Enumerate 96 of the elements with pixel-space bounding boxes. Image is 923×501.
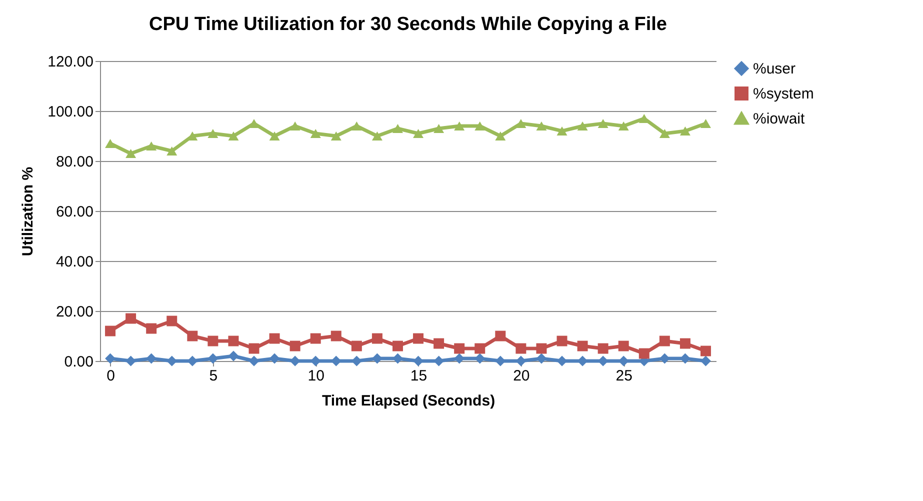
point: [330, 330, 342, 342]
point: [516, 343, 526, 354]
point: [474, 343, 486, 354]
point: [351, 340, 362, 352]
point: [700, 346, 711, 356]
y-tick-label: 100.00: [48, 104, 94, 120]
legend-label: %system: [753, 86, 814, 102]
point: [680, 338, 690, 349]
point: [228, 336, 239, 346]
x-tick-label: 20: [513, 368, 530, 384]
y-tick-label: 20.00: [56, 304, 94, 320]
point: [269, 353, 280, 364]
point: [536, 353, 547, 364]
point: [392, 124, 403, 134]
point: [166, 146, 178, 156]
point: [474, 121, 486, 131]
point: [105, 353, 116, 364]
point: [392, 340, 403, 352]
point: [495, 131, 506, 141]
point: [659, 336, 670, 346]
y-axis-title: Utilization %: [20, 166, 37, 256]
point: [577, 340, 588, 352]
point: [126, 356, 136, 366]
point: [290, 356, 300, 366]
chart-title: CPU Time Utilization for 30 Seconds While Copying a File: [148, 14, 668, 35]
y-tick-label: 0.00: [64, 354, 94, 370]
point: [146, 141, 157, 151]
point: [700, 356, 711, 366]
point: [598, 343, 608, 354]
point: [372, 353, 382, 364]
legend-label: %iowait: [753, 110, 806, 128]
y-tick-label: 60.00: [56, 204, 94, 220]
point: [598, 356, 608, 366]
point: [700, 118, 711, 128]
point: [577, 121, 588, 131]
point: [495, 330, 506, 342]
x-tick-label: 25: [616, 368, 632, 384]
point: [208, 128, 218, 138]
point: [228, 131, 239, 141]
point: [166, 316, 178, 326]
point: [248, 118, 260, 128]
point: [126, 313, 136, 324]
point: [659, 353, 670, 364]
point: [536, 121, 547, 131]
point: [434, 356, 444, 366]
point: [372, 131, 382, 141]
point: [146, 323, 157, 334]
point: [187, 356, 198, 366]
point: [454, 121, 465, 131]
point: [290, 121, 300, 131]
point: [310, 128, 321, 138]
point: [126, 148, 136, 158]
point: [208, 353, 218, 364]
point: [516, 356, 526, 366]
point: [454, 343, 465, 354]
point: [248, 343, 260, 354]
point: [638, 348, 650, 359]
point: [577, 356, 588, 366]
point: [618, 121, 629, 131]
x-tick-label: 15: [410, 368, 428, 384]
point: [228, 350, 239, 362]
point: [434, 338, 444, 349]
point: [474, 353, 486, 364]
point: [434, 124, 444, 134]
x-tick-label: 0: [106, 368, 115, 384]
point: [310, 333, 321, 344]
point: [598, 118, 608, 128]
point: [351, 121, 362, 131]
point: [556, 126, 568, 136]
point: [248, 356, 260, 366]
point: [330, 131, 342, 141]
x-axis-title: Time Elapsed (Seconds): [322, 392, 496, 410]
point: [208, 336, 218, 346]
y-tick-label: 40.00: [56, 254, 94, 270]
point: [680, 126, 690, 136]
point: [105, 326, 116, 336]
y-tick-label: 80.00: [56, 154, 94, 170]
point: [618, 340, 629, 352]
point: [536, 343, 547, 354]
point: [105, 138, 116, 148]
legend-label: %user: [753, 60, 796, 78]
point: [269, 333, 280, 344]
point: [290, 340, 300, 352]
point: [556, 336, 568, 346]
point: [146, 353, 157, 364]
point: [187, 330, 198, 342]
point: [269, 131, 280, 141]
x-tick-label: 5: [209, 368, 218, 384]
y-tick-label: 120.00: [48, 54, 94, 70]
point: [372, 333, 382, 344]
point: [413, 333, 424, 344]
point: [556, 356, 568, 366]
point: [659, 128, 670, 138]
x-tick-label: 10: [308, 368, 324, 384]
point: [516, 118, 526, 128]
point: [413, 128, 424, 138]
